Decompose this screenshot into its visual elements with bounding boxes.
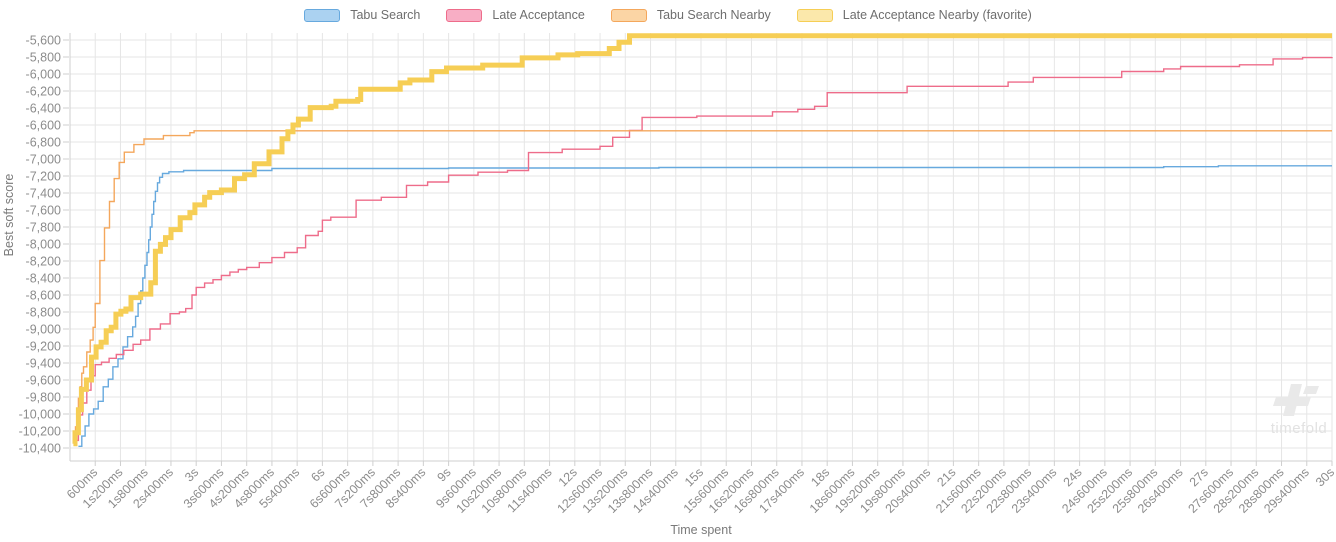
y-tick-label: -5,600 [26,34,61,48]
legend-label: Tabu Search [350,8,421,22]
x-axis-title: Time spent [670,523,732,537]
chart-tick-labels: -5,600 -5,800 -6,000 -6,200 -6,400 -6,600 -6,8… [19,34,1336,516]
y-tick-label: -8,400 [26,272,61,286]
y-tick-label: -7,200 [26,170,61,184]
y-tick-label: -9,200 [26,340,61,354]
legend-swatch-icon [610,8,647,22]
y-tick-label: -7,800 [26,221,61,235]
chart-series [72,33,1333,447]
x-tick-label: 3s [182,465,201,484]
x-tick-label: 6s [308,465,327,484]
series-line-late-acceptance [74,56,1333,442]
y-tick-label: -7,000 [26,153,61,167]
y-tick-label: -6,400 [26,102,61,116]
x-tick-label: 30s [1313,465,1336,489]
y-tick-label: -9,400 [26,357,61,371]
timefold-logo-shape [1283,384,1302,416]
legend-label: Tabu Search Nearby [656,8,771,22]
legend-swatch-icon [796,8,833,22]
legend-label: Late Acceptance [492,8,585,22]
chart-axes [63,33,1333,466]
y-tick-label: -7,600 [26,204,61,218]
y-tick-label: -8,800 [26,306,61,320]
y-tick-label: -9,800 [26,391,61,405]
y-tick-label: -7,400 [26,187,61,201]
timefold-logo-icon [1273,384,1319,416]
y-tick-label: -8,200 [26,255,61,269]
y-tick-label: -5,800 [26,51,61,65]
series-line-tabu-search-nearby [73,130,1332,443]
legend-label: Late Acceptance Nearby (favorite) [842,8,1032,22]
legend-item-tabu-search-nearby[interactable]: Tabu Search Nearby [610,8,771,22]
legend-item-late-acceptance-nearby-favorite[interactable]: Late Acceptance Nearby (favorite) [796,8,1032,22]
y-tick-label: -8,600 [26,289,61,303]
y-tick-label: -10,400 [19,442,61,456]
y-tick-label: -6,800 [26,136,61,150]
y-tick-label: -10,200 [19,425,61,439]
legend-item-late-acceptance[interactable]: Late Acceptance [446,8,585,22]
timefold-watermark: timefold [1271,384,1328,437]
series-line-late-acceptance-nearby-favorite [72,33,1332,447]
y-tick-label: -9,000 [26,323,61,337]
chart-grid [70,33,1333,461]
y-tick-label: -6,200 [26,85,61,99]
legend-swatch-icon [304,8,341,22]
legend-item-tabu-search[interactable]: Tabu Search [304,8,420,22]
y-tick-label: -10,000 [19,408,61,422]
chart-legend: Tabu Search Late Acceptance Tabu Search Ne… [0,8,1336,22]
y-tick-label: -9,600 [26,374,61,388]
y-tick-label: -8,000 [26,238,61,252]
watermark-text: timefold [1271,420,1328,437]
y-tick-label: -6,600 [26,119,61,133]
y-tick-label: -6,000 [26,68,61,82]
series-line-tabu-search [78,165,1332,447]
timefold-logo-shape [1303,386,1319,394]
x-tick-label: 9s [434,465,453,484]
y-axis-title: Best soft score [2,174,16,257]
legend-swatch-icon [446,8,483,22]
